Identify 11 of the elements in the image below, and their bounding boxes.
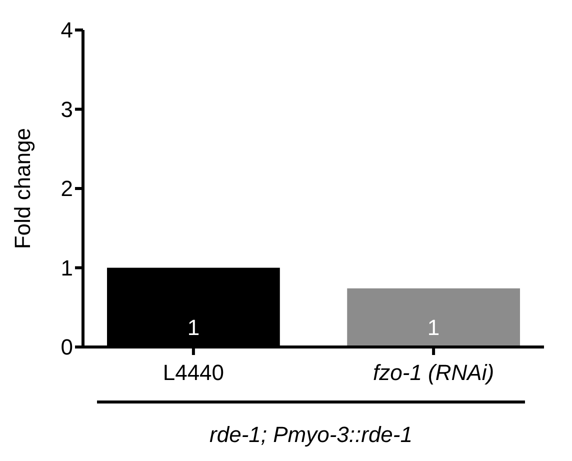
data-label: 1 [187, 315, 200, 340]
x-axis-title: rde-1; Pmyo-3::rde-1 [210, 422, 412, 447]
x-tick-label: L4440 [162, 360, 224, 385]
y-tick-label: 0 [60, 334, 73, 360]
y-tick-label: 4 [60, 18, 73, 43]
y-tick-label: 1 [60, 255, 73, 280]
y-axis-title: Fold change [10, 128, 35, 250]
y-tick-label: 2 [60, 176, 73, 202]
x-tick-label: fzo-1 (RNAi) [373, 360, 494, 385]
y-tick-label: 3 [60, 96, 73, 122]
data-label: 1 [427, 315, 440, 340]
